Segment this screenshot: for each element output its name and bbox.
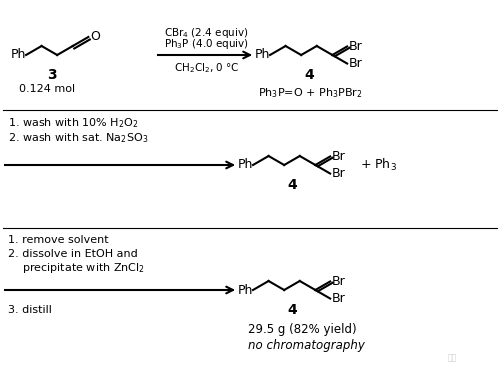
Text: 29.5 g (82% yield): 29.5 g (82% yield) (248, 323, 356, 337)
Text: 测网: 测网 (448, 353, 457, 362)
Text: 1. remove solvent: 1. remove solvent (8, 235, 108, 245)
Text: Ph: Ph (238, 284, 253, 296)
Text: Br: Br (332, 167, 346, 180)
Text: 4: 4 (304, 68, 314, 82)
Text: O: O (90, 31, 100, 43)
Text: Br: Br (349, 57, 363, 70)
Text: 4: 4 (288, 303, 297, 317)
Text: Br: Br (349, 40, 363, 53)
Text: Ph: Ph (254, 49, 270, 61)
Text: 2. dissolve in EtOH and: 2. dissolve in EtOH and (8, 249, 138, 259)
Text: + Ph$_3$: + Ph$_3$ (360, 157, 397, 173)
Text: 1. wash with 10% H$_2$O$_2$: 1. wash with 10% H$_2$O$_2$ (8, 116, 138, 130)
Text: Ph: Ph (10, 49, 26, 61)
Text: 3: 3 (48, 68, 57, 82)
Text: CBr$_4$ (2.4 equiv): CBr$_4$ (2.4 equiv) (164, 26, 248, 40)
Text: precipitate with ZnCl$_2$: precipitate with ZnCl$_2$ (8, 261, 145, 275)
Text: 3. distill: 3. distill (8, 305, 52, 315)
Text: Br: Br (332, 292, 346, 305)
Text: 4: 4 (288, 178, 297, 192)
Text: Ph$_3$P (4.0 equiv): Ph$_3$P (4.0 equiv) (164, 37, 249, 51)
Text: Ph$_3$P=O + Ph$_3$PBr$_2$: Ph$_3$P=O + Ph$_3$PBr$_2$ (258, 86, 362, 100)
Text: CH$_2$Cl$_2$, 0 °C: CH$_2$Cl$_2$, 0 °C (174, 61, 240, 75)
Text: Ph: Ph (238, 158, 253, 172)
Text: Br: Br (332, 275, 346, 288)
Text: 0.124 mol: 0.124 mol (19, 84, 75, 94)
Text: 2. wash with sat. Na$_2$SO$_3$: 2. wash with sat. Na$_2$SO$_3$ (8, 131, 148, 145)
Text: Br: Br (332, 150, 346, 163)
Text: no chromatography: no chromatography (248, 338, 365, 351)
